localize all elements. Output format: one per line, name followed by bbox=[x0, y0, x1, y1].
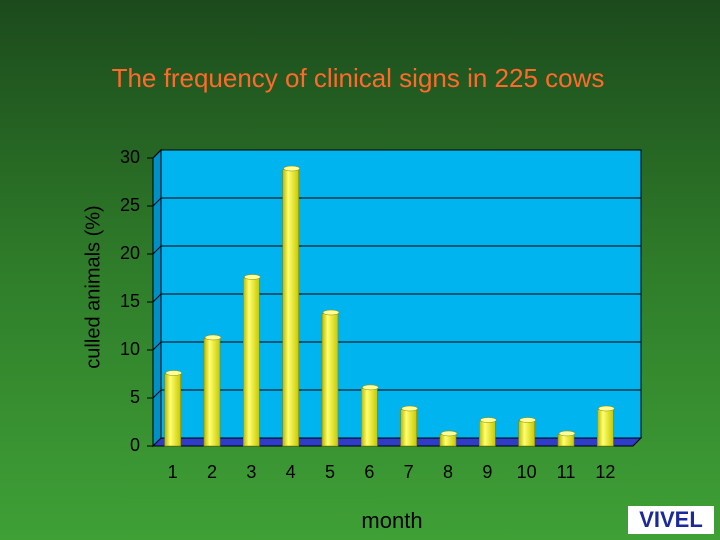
x-tick-label: 10 bbox=[517, 462, 537, 482]
y-tick-label: 30 bbox=[120, 147, 140, 167]
x-tick-label: 1 bbox=[168, 462, 178, 482]
bar-top bbox=[322, 309, 340, 316]
x-tick-label: 8 bbox=[443, 462, 453, 482]
bar-top bbox=[598, 405, 615, 412]
x-tick-label: 5 bbox=[325, 462, 335, 482]
x-tick-label: 6 bbox=[364, 462, 374, 482]
y-tick-label: 10 bbox=[120, 339, 140, 359]
grid-line bbox=[152, 149, 641, 159]
x-axis-label: month bbox=[361, 508, 422, 533]
y-tick-label: 0 bbox=[130, 435, 140, 455]
bar-top bbox=[401, 405, 418, 412]
logo: VIVEL bbox=[628, 506, 714, 534]
x-tick-label: 3 bbox=[246, 462, 256, 482]
logo-text: VIVEL bbox=[639, 507, 703, 532]
x-tick-label: 7 bbox=[404, 462, 414, 482]
x-tick-label: 12 bbox=[595, 462, 615, 482]
logo-box bbox=[628, 506, 714, 534]
bar-top bbox=[362, 384, 379, 391]
y-tick-label: 25 bbox=[120, 195, 140, 215]
grid-line bbox=[152, 197, 641, 207]
chart-title: The frequency of clinical signs in 225 c… bbox=[112, 63, 605, 93]
grid-line bbox=[152, 389, 641, 399]
grid-line bbox=[152, 341, 641, 351]
bar bbox=[597, 409, 614, 447]
x-tick-label: 9 bbox=[482, 462, 492, 482]
x-tick-label: 4 bbox=[286, 462, 296, 482]
bar bbox=[479, 420, 496, 447]
y-tick-label: 20 bbox=[120, 243, 140, 263]
y-axis-label: culled animals (%) bbox=[82, 205, 104, 368]
bar-top bbox=[283, 165, 300, 172]
bar bbox=[518, 420, 535, 447]
bar-top bbox=[480, 417, 497, 423]
bar-top bbox=[165, 370, 182, 376]
y-tick-label: 5 bbox=[130, 387, 140, 407]
bar bbox=[203, 338, 221, 447]
bar bbox=[361, 388, 378, 447]
bar-top bbox=[244, 274, 261, 280]
bar bbox=[164, 373, 181, 447]
bar-top bbox=[440, 430, 458, 437]
x-tick-label: 2 bbox=[207, 462, 217, 482]
grid-line bbox=[152, 293, 641, 303]
y-tick-label: 15 bbox=[120, 291, 140, 311]
bar bbox=[282, 169, 299, 447]
bar-top bbox=[519, 417, 536, 423]
x-tick-label: 11 bbox=[557, 462, 576, 482]
bar-top bbox=[204, 334, 222, 341]
grid-line bbox=[152, 245, 641, 255]
bar bbox=[400, 409, 417, 447]
bar bbox=[321, 313, 339, 447]
bar-top bbox=[558, 430, 576, 437]
bar bbox=[243, 277, 260, 447]
